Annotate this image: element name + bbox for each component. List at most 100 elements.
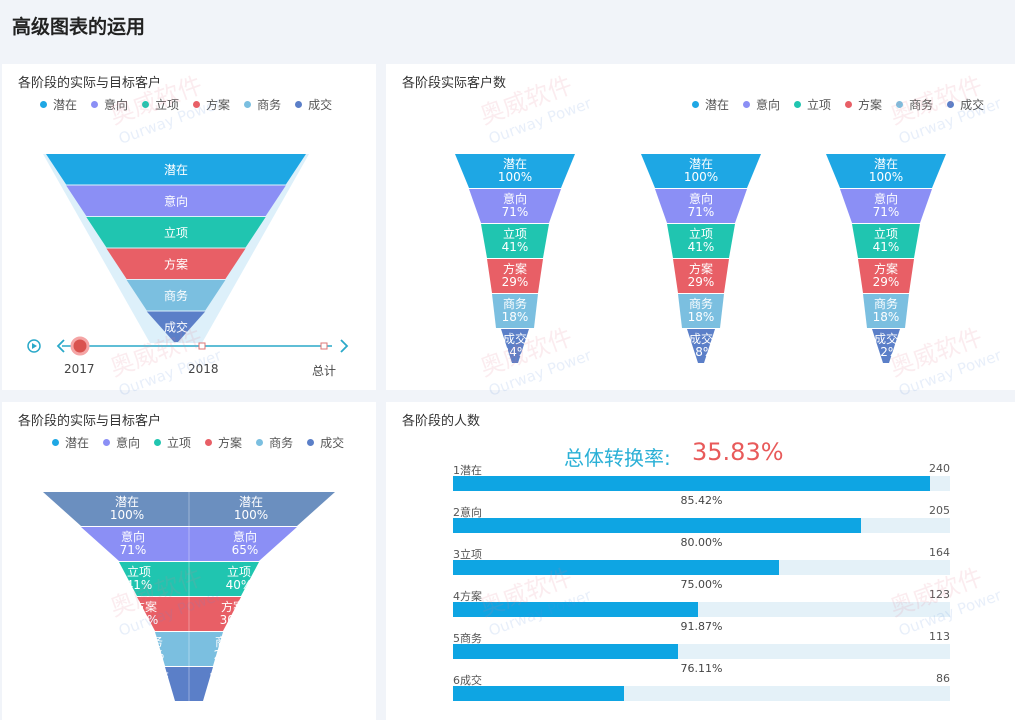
funnel-stage-label: 意向 [689, 191, 713, 206]
funnel-segment-潜在 [455, 154, 575, 188]
funnel-stage-label: 潜在 [239, 495, 263, 509]
legend-item-2[interactable]: 立项 [154, 434, 191, 451]
panel-actual-vs-target-top: 各阶段的实际与目标客户 潜在 意向 立项 方案 商务 成交 潜在 意向 立项 方案 商务 成交 20… [2, 64, 376, 390]
legend-label: 潜在 [65, 436, 90, 450]
panel-actual-customers: 各阶段实际客户数 潜在 意向 立项 方案 商务 成交 潜在 100% 意向 71% 立项 41% 方案… [386, 64, 1015, 390]
funnel-segment-潜在 [826, 154, 946, 188]
timeline-current-marker [70, 336, 90, 356]
page-title: 高级图表的运用 [12, 16, 146, 38]
bar-5商务[interactable] [453, 644, 678, 659]
legend-item-1[interactable]: 意向 [91, 96, 128, 113]
funnel-segment-方案 [858, 259, 914, 293]
bar-6成交[interactable] [453, 686, 624, 701]
funnel-segment-商务 [155, 632, 223, 666]
conversion-label: 总体转换率: [564, 446, 671, 470]
timeline-year-2017[interactable]: 2017 [64, 362, 95, 376]
funnel-percent-label: 41% [126, 578, 153, 592]
funnel-stage-label: 方案 [874, 261, 898, 276]
funnel-segment-成交 [687, 329, 715, 363]
bar-2意向[interactable] [453, 518, 861, 533]
funnel-stage-label: 潜在 [689, 157, 713, 171]
legend-dot [692, 101, 699, 108]
funnel-segment-方案 [137, 597, 241, 631]
legend-item-0[interactable]: 潜在 [692, 96, 729, 113]
bar-4方案[interactable] [453, 602, 698, 617]
legend-dot [244, 101, 252, 108]
funnel-stage-label: 意向 [874, 191, 898, 206]
funnel-percent-label: 41% [688, 240, 715, 254]
legend-item-3[interactable]: 方案 [205, 434, 242, 451]
funnel-percent-label: 65% [232, 543, 259, 557]
funnel-segment-成交 [872, 329, 900, 363]
funnel-chart-svg: 潜在100%意向71%立项41%方案29%商务18%成交24%潜在100%意向7… [455, 154, 946, 363]
funnel-segment-意向 [469, 189, 561, 223]
bar-category-label: 5商务 [453, 632, 482, 645]
legend-label: 成交 [320, 436, 345, 450]
funnel-stage-label: 潜在 [503, 157, 527, 171]
bar-category-label: 1潜在 [453, 464, 482, 477]
timeline-year-total[interactable]: 总计 [312, 364, 337, 378]
legend-dot [103, 439, 111, 446]
legend-item-3[interactable]: 方案 [845, 96, 882, 113]
funnel-stage-label: 潜在 [115, 495, 139, 509]
funnel-stage-label: 意向 [503, 191, 527, 206]
funnel-segment-成交 [165, 667, 213, 701]
funnel-percent-label: 71% [502, 205, 529, 219]
legend-dot [40, 101, 47, 108]
funnel-percent-label: 18% [688, 310, 715, 324]
funnel-segment-成交 [146, 311, 206, 342]
legend-item-5[interactable]: 成交 [947, 96, 984, 113]
funnel-percent-label: 100% [498, 170, 532, 184]
funnel-segment-立项 [852, 224, 920, 258]
legend-dot [295, 101, 303, 108]
funnel-stage-label: 立项 [874, 226, 898, 241]
legend-item-4[interactable]: 商务 [244, 96, 281, 113]
legend-label: 意向 [104, 98, 129, 112]
funnel-segment-立项 [86, 217, 266, 248]
legend-item-0[interactable]: 潜在 [52, 434, 89, 451]
funnel-percent-label: 100% [684, 170, 718, 184]
legend: 潜在 意向 立项 方案 商务 成交 [52, 434, 344, 451]
funnel-percent-label: 71% [873, 205, 900, 219]
legend-item-5[interactable]: 成交 [295, 96, 332, 113]
legend-item-2[interactable]: 立项 [142, 96, 179, 113]
funnel-percent-label: 18% [502, 310, 529, 324]
bar-value-label: 205 [929, 504, 950, 517]
legend-item-4[interactable]: 商务 [896, 96, 933, 113]
funnel-percent-label: 18% [873, 310, 900, 324]
timeline-year-2018[interactable]: 2018 [188, 362, 219, 376]
legend-label: 方案 [206, 98, 231, 112]
funnel-label: 商务 [164, 288, 188, 303]
funnel-stage-label: 成交 [689, 331, 713, 346]
funnel-stage-label: 立项 [503, 226, 527, 241]
legend-item-0[interactable]: 潜在 [40, 96, 77, 113]
legend-label: 成交 [308, 98, 333, 112]
funnel-segment-立项 [119, 562, 259, 596]
panel-title: 各阶段的实际与目标客户 [18, 76, 162, 91]
bar-3立项[interactable] [453, 560, 780, 575]
funnel-stage-label: 方案 [503, 261, 527, 276]
funnel-percent-label: 29% [873, 275, 900, 289]
legend-item-5[interactable]: 成交 [307, 434, 344, 451]
legend-item-3[interactable]: 方案 [193, 96, 230, 113]
legend-item-4[interactable]: 商务 [256, 434, 293, 451]
funnel-stage-label: 意向 [121, 529, 145, 544]
funnel-segment-方案 [106, 248, 246, 279]
funnel-percent-label: 41% [502, 240, 529, 254]
conversion-rate-label: 76.11% [680, 662, 723, 675]
bar-category-label: 6成交 [453, 674, 482, 687]
bar-1潜在[interactable] [453, 476, 931, 491]
timeline-point-1 [198, 342, 206, 350]
conversion-rate-label: 80.00% [680, 536, 723, 549]
prev-icon [56, 339, 65, 353]
legend-label: 潜在 [53, 98, 78, 112]
funnel-percent-label: 41% [873, 240, 900, 254]
legend-item-1[interactable]: 意向 [103, 434, 140, 451]
legend-label: 潜在 [705, 98, 730, 112]
legend-item-1[interactable]: 意向 [743, 96, 780, 113]
legend-dot [91, 101, 99, 108]
funnel-segment-商务 [126, 280, 226, 311]
funnel-percent-label: 20% [214, 648, 241, 662]
legend-item-2[interactable]: 立项 [794, 96, 831, 113]
